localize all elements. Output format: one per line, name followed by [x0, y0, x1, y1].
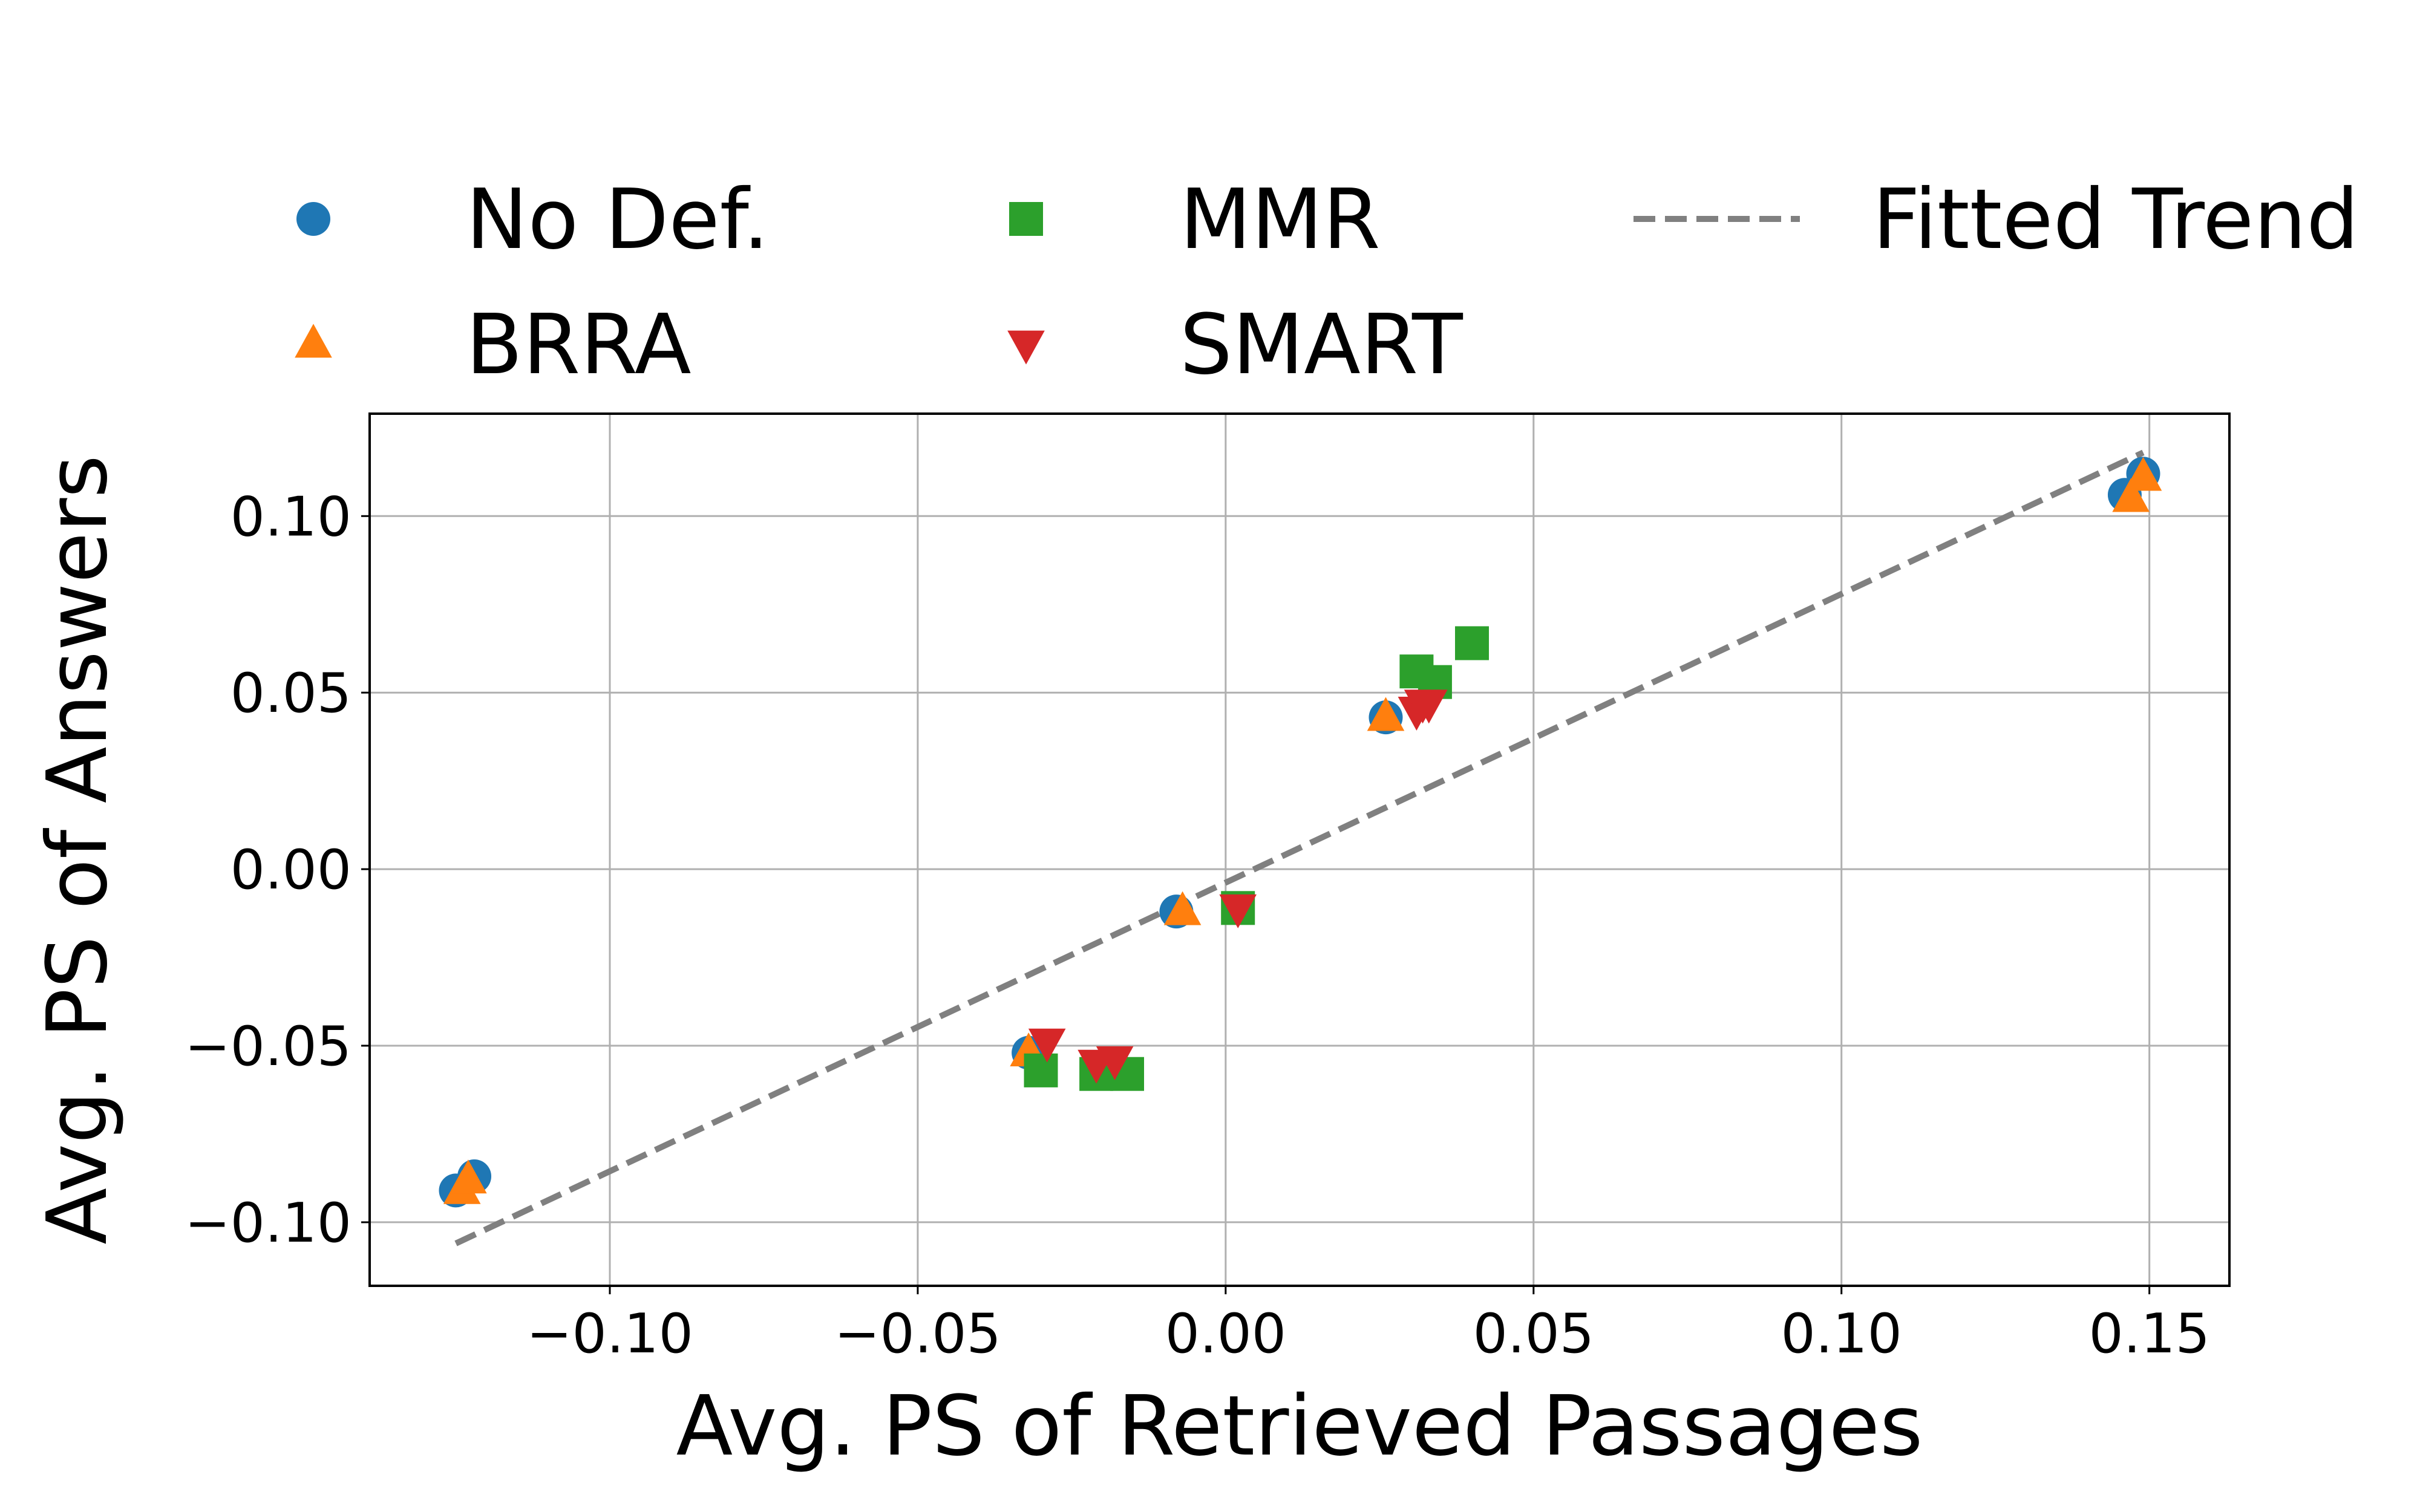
grid-lines [370, 414, 2229, 1286]
y-tick-label: 0.05 [231, 662, 352, 725]
brra-point [2112, 478, 2150, 512]
x-tick-label: 0.15 [2088, 1302, 2209, 1366]
brra-point [2124, 457, 2162, 491]
mmr-point [1024, 1053, 1058, 1087]
trend-layer [454, 449, 2145, 1246]
x-tick-label: −0.05 [834, 1302, 1001, 1366]
y-axis-label: Avg. PS of Answers [30, 455, 126, 1245]
legend-smart-label: SMART [1180, 297, 1463, 393]
y-tick-label: −0.05 [185, 1015, 352, 1078]
legend-brra-label: BRRA [466, 297, 692, 393]
legend-brra-marker [295, 324, 332, 358]
trend-line [454, 449, 2145, 1246]
brra-point [1367, 697, 1405, 731]
y-axis-ticks: −0.10 −0.05 0.00 0.05 0.10 [185, 485, 370, 1255]
y-tick-label: −0.10 [185, 1191, 352, 1255]
plot-frame [368, 412, 2231, 1287]
data-points [439, 457, 2162, 1208]
brra-point [450, 1159, 487, 1194]
x-tick-label: 0.10 [1781, 1302, 1902, 1366]
brra-point [1163, 891, 1202, 925]
x-tick-label: −0.10 [526, 1302, 693, 1366]
legend-smart-marker [1007, 330, 1045, 365]
y-tick-label: 0.00 [231, 838, 352, 902]
x-axis-ticks: −0.10 −0.05 0.00 0.05 0.10 0.15 [526, 1286, 2210, 1366]
smart-point [1096, 1046, 1134, 1080]
legend-mmr-label: MMR [1180, 172, 1381, 268]
smart-point [1028, 1028, 1066, 1063]
legend: No Def. BRRA MMR SMART Fitted Trend [295, 172, 2359, 393]
legend-mmr-marker [1009, 202, 1043, 236]
smart-point [1219, 894, 1257, 928]
legend-no-def-marker [296, 202, 330, 236]
x-tick-label: 0.00 [1165, 1302, 1286, 1366]
legend-no-def-label: No Def. [466, 172, 769, 268]
mmr-point [1455, 626, 1490, 660]
smart-point [1410, 689, 1448, 724]
y-tick-label: 0.10 [231, 485, 352, 549]
legend-trend-label: Fitted Trend [1872, 172, 2359, 268]
x-axis-label: Avg. PS of Retrieved Passages [676, 1378, 1923, 1475]
x-tick-label: 0.05 [1473, 1302, 1594, 1366]
